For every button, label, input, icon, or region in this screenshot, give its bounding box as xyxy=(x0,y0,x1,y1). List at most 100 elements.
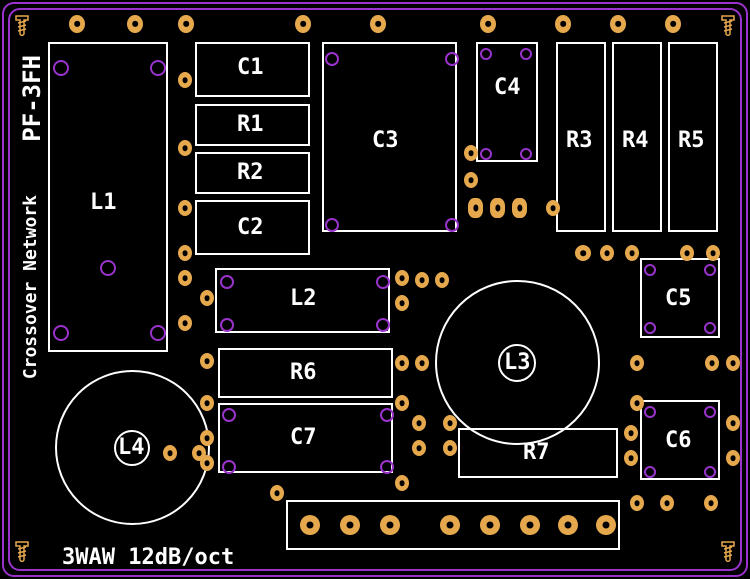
pad xyxy=(630,495,644,511)
label-R5: R5 xyxy=(678,128,705,153)
label-C1: C1 xyxy=(237,55,264,80)
via xyxy=(520,148,532,160)
label-L2: L2 xyxy=(290,286,317,311)
pad xyxy=(178,140,192,156)
via xyxy=(520,48,532,60)
via xyxy=(222,408,236,422)
pcb-board: PF-3FH Crossover Network 3WAW 12dB/oct L… xyxy=(0,0,750,579)
label-L1: L1 xyxy=(90,190,117,215)
pad xyxy=(575,245,591,261)
circle-L4h xyxy=(114,430,150,466)
pad xyxy=(270,485,284,501)
pad xyxy=(610,15,626,33)
pad xyxy=(660,495,674,511)
pad xyxy=(370,15,386,33)
pad xyxy=(665,15,681,33)
pad xyxy=(412,415,426,431)
pad xyxy=(706,245,720,261)
pad xyxy=(704,495,718,511)
pad xyxy=(596,515,616,535)
pad xyxy=(412,440,426,456)
label-C7: C7 xyxy=(290,425,317,450)
pad xyxy=(480,515,500,535)
via xyxy=(100,260,116,276)
pad xyxy=(340,515,360,535)
pad xyxy=(490,198,505,218)
via xyxy=(376,318,390,332)
board-subtitle: Crossover Network xyxy=(20,195,41,379)
pad xyxy=(178,270,192,286)
pad xyxy=(435,272,449,288)
pad xyxy=(178,72,192,88)
label-C4: C4 xyxy=(494,75,521,100)
pad xyxy=(624,450,638,466)
pad xyxy=(200,290,214,306)
via xyxy=(704,466,716,478)
pad xyxy=(630,355,644,371)
via xyxy=(704,406,716,418)
pad xyxy=(520,515,540,535)
via xyxy=(380,408,394,422)
pad xyxy=(624,425,638,441)
pad xyxy=(200,353,214,369)
label-R4: R4 xyxy=(622,128,649,153)
pad xyxy=(395,355,409,371)
via xyxy=(325,218,339,232)
screw-icon xyxy=(720,14,736,36)
label-R2: R2 xyxy=(237,160,264,185)
pad xyxy=(464,172,478,188)
pad xyxy=(726,450,740,466)
pad xyxy=(415,272,429,288)
via xyxy=(644,466,656,478)
via xyxy=(644,322,656,334)
via xyxy=(150,325,166,341)
pad xyxy=(395,295,409,311)
screw-icon xyxy=(720,540,736,562)
pad xyxy=(200,395,214,411)
pad xyxy=(415,355,429,371)
pad xyxy=(295,15,311,33)
pad xyxy=(395,395,409,411)
pad xyxy=(69,15,85,33)
pad xyxy=(512,198,527,218)
pad xyxy=(600,245,614,261)
via xyxy=(325,52,339,66)
via xyxy=(445,52,459,66)
pad xyxy=(178,245,192,261)
pad xyxy=(395,270,409,286)
circle-L3h xyxy=(498,344,536,382)
via xyxy=(704,264,716,276)
via xyxy=(220,318,234,332)
pad xyxy=(468,198,483,218)
via xyxy=(220,275,234,289)
pad xyxy=(555,15,571,33)
pad xyxy=(680,245,694,261)
pad xyxy=(464,145,478,161)
via xyxy=(480,148,492,160)
pad xyxy=(192,445,206,461)
via xyxy=(222,460,236,474)
pad xyxy=(705,355,719,371)
pad xyxy=(726,415,740,431)
pad xyxy=(178,15,194,33)
board-footer: 3WAW 12dB/oct xyxy=(62,545,234,570)
via xyxy=(376,275,390,289)
pad xyxy=(726,355,740,371)
via xyxy=(480,48,492,60)
via xyxy=(53,325,69,341)
pad xyxy=(558,515,578,535)
via xyxy=(53,60,69,76)
pad xyxy=(163,445,177,461)
via xyxy=(380,460,394,474)
pad xyxy=(630,395,644,411)
label-R6: R6 xyxy=(290,360,317,385)
pad xyxy=(127,15,143,33)
pad xyxy=(380,515,400,535)
label-R1: R1 xyxy=(237,112,264,137)
label-R3: R3 xyxy=(566,128,593,153)
pad xyxy=(480,15,496,33)
pad xyxy=(440,515,460,535)
pad xyxy=(395,475,409,491)
screw-icon xyxy=(14,14,30,36)
label-C6: C6 xyxy=(665,428,692,453)
